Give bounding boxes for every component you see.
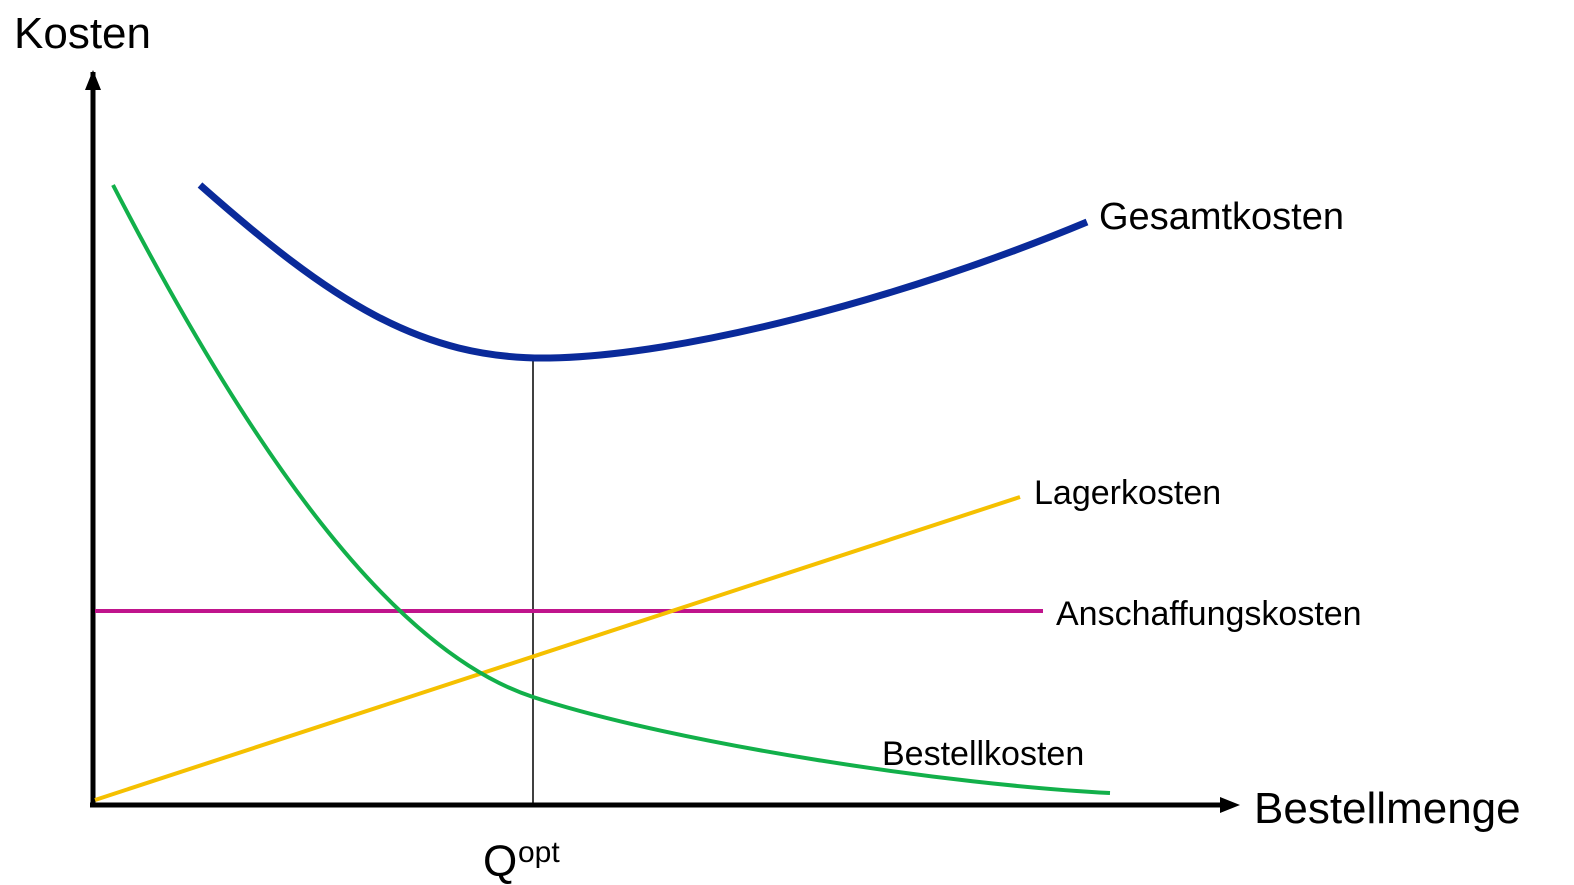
order-cost-curve — [111, 184, 1111, 795]
x-axis-label: Bestellmenge — [1254, 784, 1521, 833]
y-axis-label: Kosten — [14, 9, 151, 58]
marker-label: Q — [483, 837, 517, 885]
x-axis-arrow — [1220, 797, 1240, 813]
curve-label: Bestellkosten — [882, 735, 1084, 773]
curve-label: Anschaffungskosten — [1056, 595, 1362, 633]
y-axis-arrow — [85, 70, 101, 90]
curve-label: Lagerkosten — [1034, 474, 1221, 512]
storage-cost-line — [94, 495, 1021, 802]
marker-superscript: opt — [518, 836, 560, 869]
total-cost-curve — [197, 182, 1089, 362]
curve-label: Gesamtkosten — [1099, 196, 1344, 238]
